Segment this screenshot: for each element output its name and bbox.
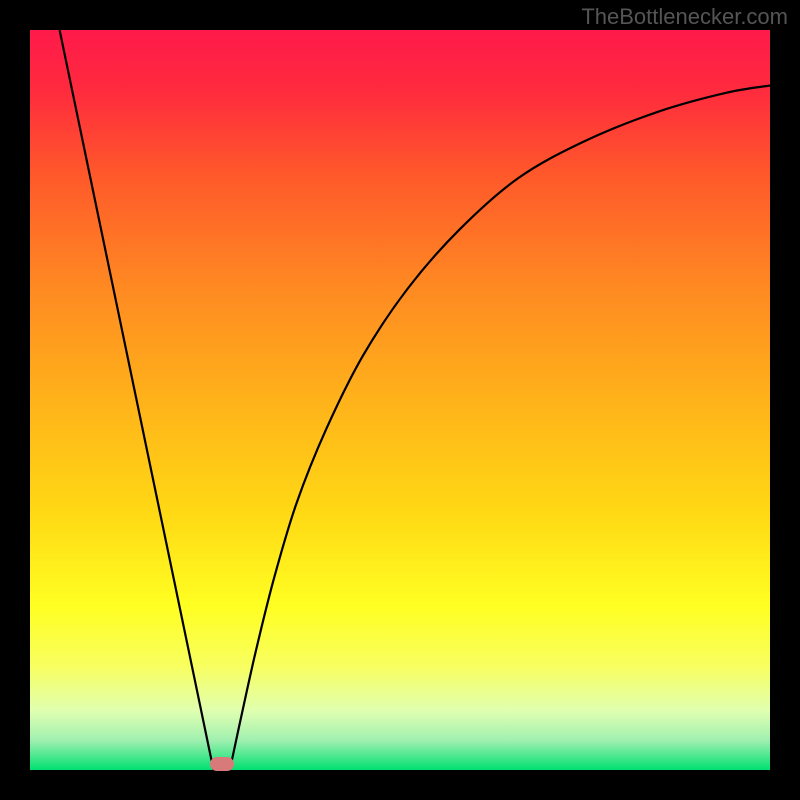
minimum-marker [210,757,234,771]
chart-container: TheBottlenecker.com [0,0,800,800]
curve-right-segment [230,86,770,771]
curve-layer [30,30,770,770]
plot-area [30,30,770,770]
curve-left-segment [60,30,214,770]
watermark-text: TheBottlenecker.com [581,4,788,30]
